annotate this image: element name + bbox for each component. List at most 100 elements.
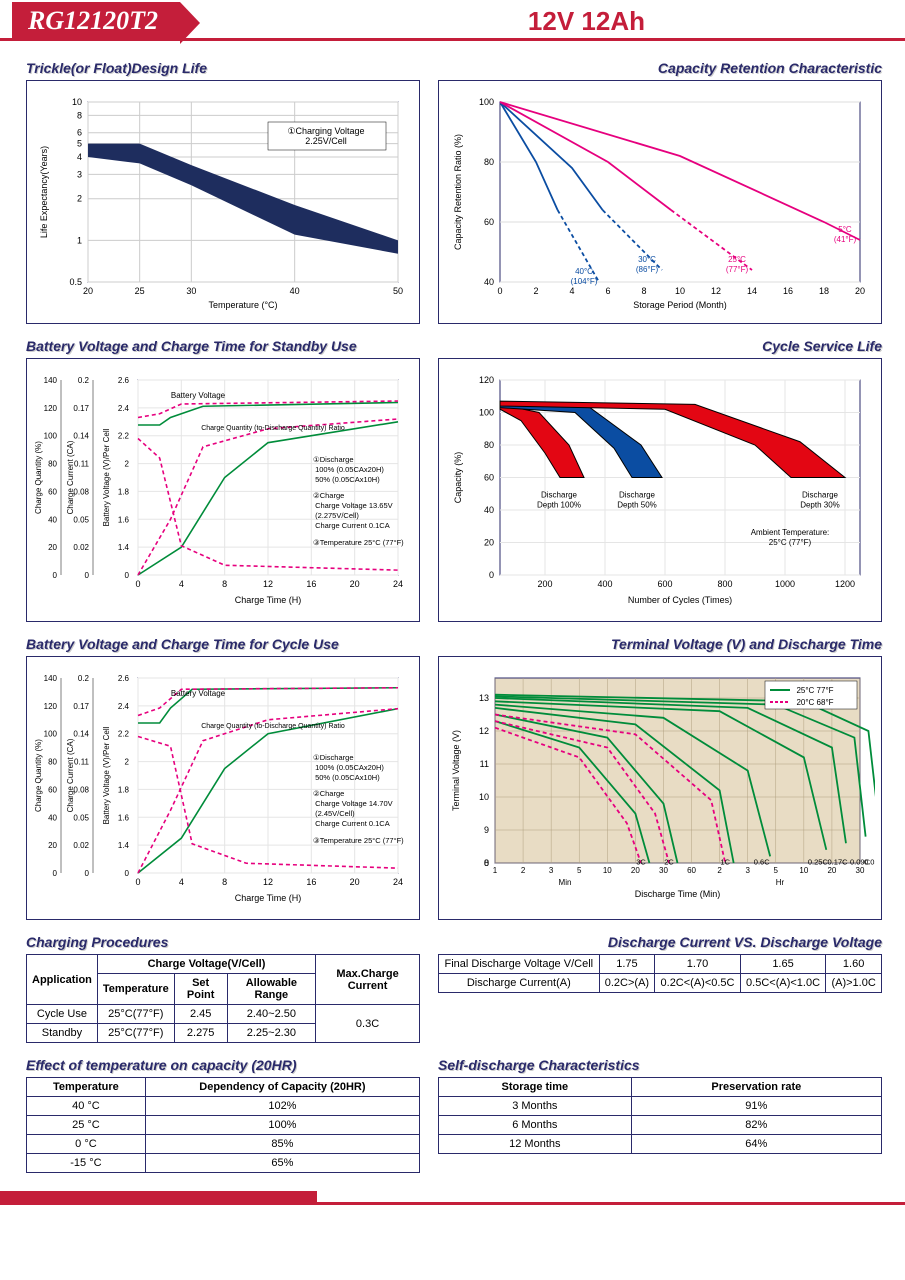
svg-text:0.25C: 0.25C — [808, 857, 829, 866]
table-title: Charging Procedures — [26, 934, 420, 950]
svg-text:0.17: 0.17 — [73, 702, 89, 711]
svg-text:0.02: 0.02 — [73, 543, 89, 552]
svg-text:60: 60 — [687, 866, 696, 875]
svg-text:400: 400 — [597, 579, 612, 589]
svg-text:Battery Voltage (V)/Per Cell: Battery Voltage (V)/Per Cell — [102, 428, 111, 526]
svg-text:3: 3 — [77, 169, 82, 179]
svg-text:0.11: 0.11 — [74, 758, 90, 767]
svg-text:40: 40 — [484, 277, 494, 287]
svg-text:80: 80 — [484, 440, 494, 450]
svg-text:2.6: 2.6 — [118, 376, 130, 385]
table-row: -15 °C65% — [27, 1154, 420, 1173]
svg-text:2.2: 2.2 — [118, 730, 130, 739]
svg-text:0.6C: 0.6C — [754, 857, 770, 866]
chart-title: Battery Voltage and Charge Time for Stan… — [26, 338, 420, 354]
chart-title: Capacity Retention Characteristic — [438, 60, 882, 76]
th: Application — [27, 955, 98, 1005]
svg-text:③Temperature 25°C (77°F): ③Temperature 25°C (77°F) — [313, 538, 404, 547]
svg-text:2: 2 — [533, 286, 538, 296]
svg-text:2: 2 — [125, 758, 130, 767]
svg-text:0: 0 — [53, 571, 58, 580]
svg-text:40: 40 — [290, 286, 300, 296]
svg-text:1.8: 1.8 — [118, 487, 130, 496]
th: Allowable Range — [227, 974, 316, 1005]
svg-text:Charge Quantity (%): Charge Quantity (%) — [34, 441, 43, 514]
svg-text:0.11: 0.11 — [74, 460, 90, 469]
svg-text:6: 6 — [605, 286, 610, 296]
svg-text:Capacity (%): Capacity (%) — [453, 452, 463, 504]
svg-text:Charge Quantity (to-Discharge: Charge Quantity (to-Discharge Quantity) … — [201, 425, 345, 432]
svg-text:Charge Quantity (%): Charge Quantity (%) — [34, 739, 43, 812]
table-row: Cycle Use 25°C(77°F) 2.45 2.40~2.50 0.3C — [27, 1005, 420, 1024]
svg-text:0.5: 0.5 — [69, 277, 82, 287]
svg-text:13: 13 — [479, 693, 489, 703]
svg-text:1.4: 1.4 — [118, 543, 130, 552]
svg-text:20: 20 — [83, 286, 93, 296]
svg-text:80: 80 — [48, 460, 57, 469]
table-row: 25 °C100% — [27, 1116, 420, 1135]
svg-text:1.4: 1.4 — [118, 841, 130, 850]
svg-text:8: 8 — [77, 110, 82, 120]
svg-text:Charge Time (H): Charge Time (H) — [235, 893, 302, 903]
svg-text:1200: 1200 — [835, 579, 855, 589]
svg-text:0.05C: 0.05C — [864, 857, 875, 866]
svg-text:Capacity Retention Ratio (%): Capacity Retention Ratio (%) — [453, 134, 463, 250]
svg-text:Battery Voltage: Battery Voltage — [171, 391, 226, 400]
svg-text:1: 1 — [493, 866, 498, 875]
svg-text:0.05: 0.05 — [73, 813, 89, 822]
chart-title: Cycle Service Life — [438, 338, 882, 354]
svg-text:0.14: 0.14 — [73, 432, 89, 441]
svg-text:60: 60 — [484, 217, 494, 227]
svg-text:2: 2 — [77, 194, 82, 204]
table-row: 12 Months64% — [439, 1135, 882, 1154]
svg-text:30°C(86°F): 30°C(86°F) — [636, 255, 659, 274]
svg-text:100: 100 — [479, 97, 494, 107]
svg-text:3C: 3C — [636, 857, 646, 866]
svg-text:40: 40 — [48, 813, 57, 822]
chart-standby: Battery Voltage and Charge Time for Stan… — [26, 338, 420, 622]
svg-text:0: 0 — [85, 869, 90, 878]
svg-text:100: 100 — [479, 408, 494, 418]
table-row: 3 Months91% — [439, 1097, 882, 1116]
svg-text:0: 0 — [484, 858, 489, 868]
svg-text:16: 16 — [783, 286, 793, 296]
svg-text:2.6: 2.6 — [118, 674, 130, 683]
svg-text:3: 3 — [745, 866, 750, 875]
table-row: 0 °C85% — [27, 1135, 420, 1154]
table-row: Discharge Current(A) 0.2C>(A) 0.2C<(A)<0… — [439, 974, 882, 993]
svg-text:0: 0 — [53, 869, 58, 878]
table-discharge: Final Discharge Voltage V/Cell 1.75 1.70… — [438, 954, 882, 993]
svg-text:0.05: 0.05 — [73, 515, 89, 524]
svg-text:80: 80 — [484, 157, 494, 167]
svg-text:30: 30 — [856, 866, 865, 875]
table-title: Self-discharge Characteristics — [438, 1057, 882, 1073]
svg-text:2.4: 2.4 — [118, 702, 130, 711]
svg-text:Charge Current (CA): Charge Current (CA) — [66, 738, 75, 812]
svg-text:2.2: 2.2 — [118, 432, 130, 441]
svg-text:8: 8 — [641, 286, 646, 296]
model-badge: RG12120T2 — [12, 2, 180, 40]
svg-text:80: 80 — [48, 758, 57, 767]
subtitle: 12V 12Ah — [528, 6, 645, 37]
svg-text:DischargeDepth 100%: DischargeDepth 100% — [537, 491, 581, 510]
svg-text:Charge Time (H): Charge Time (H) — [235, 595, 302, 605]
svg-text:200: 200 — [537, 579, 552, 589]
svg-text:100: 100 — [44, 432, 58, 441]
svg-text:9: 9 — [484, 825, 489, 835]
svg-text:0.2: 0.2 — [78, 674, 90, 683]
svg-text:60: 60 — [48, 487, 57, 496]
svg-text:2.4: 2.4 — [118, 404, 130, 413]
svg-text:5: 5 — [774, 866, 779, 875]
table-row: 6 Months82% — [439, 1116, 882, 1135]
svg-text:0: 0 — [489, 570, 494, 580]
svg-text:0.02: 0.02 — [73, 841, 89, 850]
svg-text:10: 10 — [603, 866, 612, 875]
chart-title: Trickle(or Float)Design Life — [26, 60, 420, 76]
svg-text:0: 0 — [85, 571, 90, 580]
table-charging-wrap: Charging Procedures Application Charge V… — [26, 934, 420, 1043]
svg-text:1C: 1C — [720, 857, 730, 866]
svg-text:20: 20 — [48, 543, 57, 552]
table-temp-wrap: Effect of temperature on capacity (20HR)… — [26, 1057, 420, 1173]
svg-text:Charge Quantity (to-Discharge: Charge Quantity (to-Discharge Quantity) … — [201, 723, 345, 730]
svg-text:4: 4 — [179, 877, 184, 887]
